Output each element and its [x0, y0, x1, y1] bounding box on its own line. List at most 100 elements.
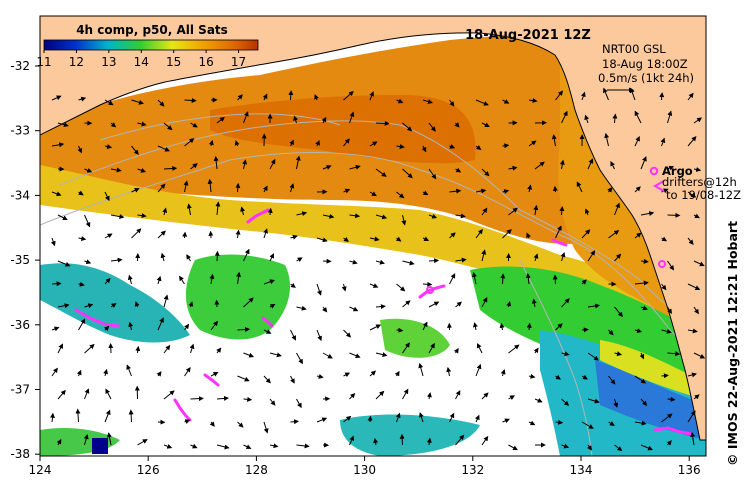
current-vector — [57, 214, 68, 221]
current-vector — [243, 297, 254, 308]
current-vector — [134, 301, 140, 308]
land — [40, 16, 706, 441]
current-vector — [526, 322, 532, 331]
current-vector — [508, 444, 518, 451]
current-vector — [51, 281, 62, 287]
current-vector — [428, 258, 440, 264]
current-vector — [263, 421, 269, 434]
current-vector — [455, 434, 465, 446]
current-vector — [581, 421, 594, 429]
current-vector — [57, 122, 69, 128]
argo-float-marker — [426, 286, 434, 294]
current-vector — [104, 191, 110, 202]
current-vector — [639, 352, 645, 360]
current-vector — [667, 212, 681, 218]
current-vector — [235, 229, 241, 239]
current-vector — [190, 443, 198, 449]
current-vector — [343, 236, 350, 242]
current-vector — [640, 444, 654, 451]
current-vector — [179, 275, 185, 285]
current-vector — [51, 95, 62, 101]
current-vector — [561, 351, 570, 357]
current-vector — [186, 203, 192, 216]
current-vector — [581, 374, 588, 380]
current-vector — [527, 184, 533, 193]
current-vector — [396, 144, 405, 149]
current-vector — [369, 324, 382, 331]
current-vector — [693, 260, 705, 267]
current-vector — [660, 137, 666, 147]
current-vector — [481, 435, 489, 446]
current-vector — [104, 144, 113, 149]
current-vector — [156, 275, 162, 285]
current-vector — [640, 398, 648, 407]
current-vector — [475, 145, 482, 150]
current-vector — [693, 117, 703, 124]
current-vector — [426, 392, 432, 400]
current-vector — [127, 274, 133, 285]
current-vector — [610, 161, 615, 170]
current-vector — [426, 437, 432, 446]
current-vector — [343, 138, 350, 147]
current-vector — [290, 282, 296, 288]
current-vector — [269, 304, 276, 309]
current-vector — [659, 92, 665, 101]
current-vector — [51, 367, 58, 377]
current-vector — [110, 257, 123, 263]
current-vector — [131, 228, 142, 239]
current-vector — [661, 373, 669, 379]
current-vector — [634, 110, 642, 124]
current-vector — [693, 213, 700, 219]
current-vector — [667, 351, 681, 357]
colorbar-tick-label: 16 — [198, 55, 213, 69]
y-tick-label: -32 — [10, 59, 30, 73]
current-vector — [418, 362, 424, 377]
current-vector — [263, 375, 271, 384]
current-vector — [296, 257, 303, 263]
current-vector — [84, 343, 95, 354]
current-vector — [528, 98, 538, 104]
current-vector — [183, 180, 189, 193]
current-vector — [502, 229, 512, 239]
current-vector — [216, 116, 225, 124]
current-vector — [316, 283, 322, 296]
x-tick-label: 124 — [29, 463, 52, 477]
current-vector — [157, 183, 166, 193]
current-vector — [687, 372, 697, 378]
current-vector — [156, 371, 162, 377]
current-vector — [137, 121, 147, 127]
current-vector — [208, 139, 214, 147]
current-vector — [500, 273, 506, 285]
current-vector — [528, 420, 536, 426]
colorbar-ticks: 11 12 13 14 15 16 17 — [36, 50, 246, 69]
current-vector — [375, 352, 388, 358]
current-vector — [587, 398, 600, 404]
current-vector — [481, 297, 488, 308]
current-vector — [555, 323, 563, 331]
current-vector — [137, 168, 147, 173]
current-vector — [667, 110, 673, 124]
y-axis: -32 -33 -34 -35 -36 -37 -38 — [10, 59, 40, 461]
current-vector — [587, 444, 592, 451]
current-vector — [343, 90, 354, 101]
drifter-track — [246, 208, 270, 224]
current-vector — [475, 188, 487, 194]
current-vector — [667, 165, 675, 171]
sst-teal-south — [340, 414, 480, 456]
current-vector — [57, 343, 63, 354]
current-vector — [51, 142, 65, 148]
current-vector — [137, 213, 147, 219]
current-vector — [661, 188, 669, 194]
current-vector — [576, 181, 583, 193]
current-vector — [471, 271, 477, 285]
current-vector — [269, 398, 276, 406]
x-tick-label: 132 — [461, 463, 484, 477]
current-vector — [531, 298, 537, 308]
current-vector — [349, 306, 359, 312]
current-vector — [78, 236, 87, 242]
current-vector — [634, 280, 649, 286]
current-vector — [77, 145, 83, 154]
drifter-legend-label: drifters@12h — [662, 175, 737, 189]
x-tick-label: 134 — [570, 463, 593, 477]
